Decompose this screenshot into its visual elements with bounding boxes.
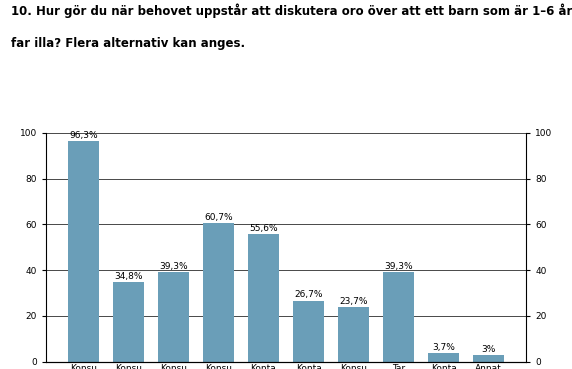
Text: 10. Hur gör du när behovet uppstår att diskutera oro över att ett barn som är 1–: 10. Hur gör du när behovet uppstår att d…	[11, 4, 572, 18]
Bar	[67, 141, 99, 362]
Bar	[383, 272, 414, 362]
Text: 3,7%: 3,7%	[432, 343, 455, 352]
Text: 96,3%: 96,3%	[69, 131, 98, 140]
Text: 39,3%: 39,3%	[384, 262, 413, 270]
Bar	[293, 300, 324, 362]
Text: 34,8%: 34,8%	[114, 272, 142, 281]
Text: 26,7%: 26,7%	[294, 290, 323, 299]
Bar	[428, 353, 459, 362]
Text: 23,7%: 23,7%	[339, 297, 368, 306]
Text: 3%: 3%	[482, 345, 496, 354]
Bar	[113, 282, 144, 362]
Text: 55,6%: 55,6%	[249, 224, 278, 233]
Bar	[338, 307, 370, 362]
Bar	[248, 234, 279, 362]
Bar	[202, 223, 234, 362]
Text: 39,3%: 39,3%	[159, 262, 188, 270]
Text: far illa? Flera alternativ kan anges.: far illa? Flera alternativ kan anges.	[11, 37, 245, 50]
Bar	[473, 355, 505, 362]
Bar	[158, 272, 189, 362]
Text: 60,7%: 60,7%	[204, 213, 233, 222]
